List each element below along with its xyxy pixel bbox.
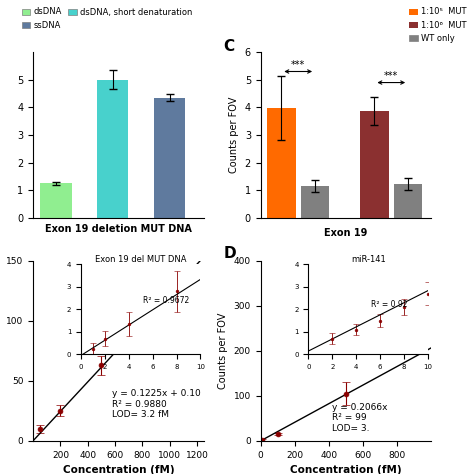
Text: ***: *** [384,71,398,81]
Text: ***: *** [291,60,305,70]
Bar [301,186,329,218]
Bar [394,184,422,218]
Bar [267,108,296,218]
X-axis label: Exon 19: Exon 19 [324,228,368,238]
X-axis label: Exon 19 deletion MUT DNA: Exon 19 deletion MUT DNA [45,224,192,234]
Bar [360,111,389,218]
Y-axis label: Counts per FOV: Counts per FOV [229,97,239,173]
X-axis label: Concentration (fM): Concentration (fM) [63,465,174,474]
Text: C: C [223,39,234,54]
Bar [40,183,72,218]
Legend: dsDNA, ssDNA, dsDNA, short denaturation: dsDNA, ssDNA, dsDNA, short denaturation [18,4,196,33]
Text: y = 0.1225x + 0.10
R² = 0.9880
LOD= 3.2 fM: y = 0.1225x + 0.10 R² = 0.9880 LOD= 3.2 … [112,390,201,419]
Y-axis label: Counts per FOV: Counts per FOV [218,312,228,389]
Bar [154,98,185,218]
Text: y = 0.2066x
R² = 99
LOD= 3.: y = 0.2066x R² = 99 LOD= 3. [332,403,388,433]
Legend: 1:10⁵  MUT, 1:10⁶  MUT, WT only: 1:10⁵ MUT, 1:10⁶ MUT, WT only [406,4,470,46]
Bar [97,80,128,218]
Text: D: D [223,246,236,261]
X-axis label: Concentration (fM): Concentration (fM) [290,465,402,474]
